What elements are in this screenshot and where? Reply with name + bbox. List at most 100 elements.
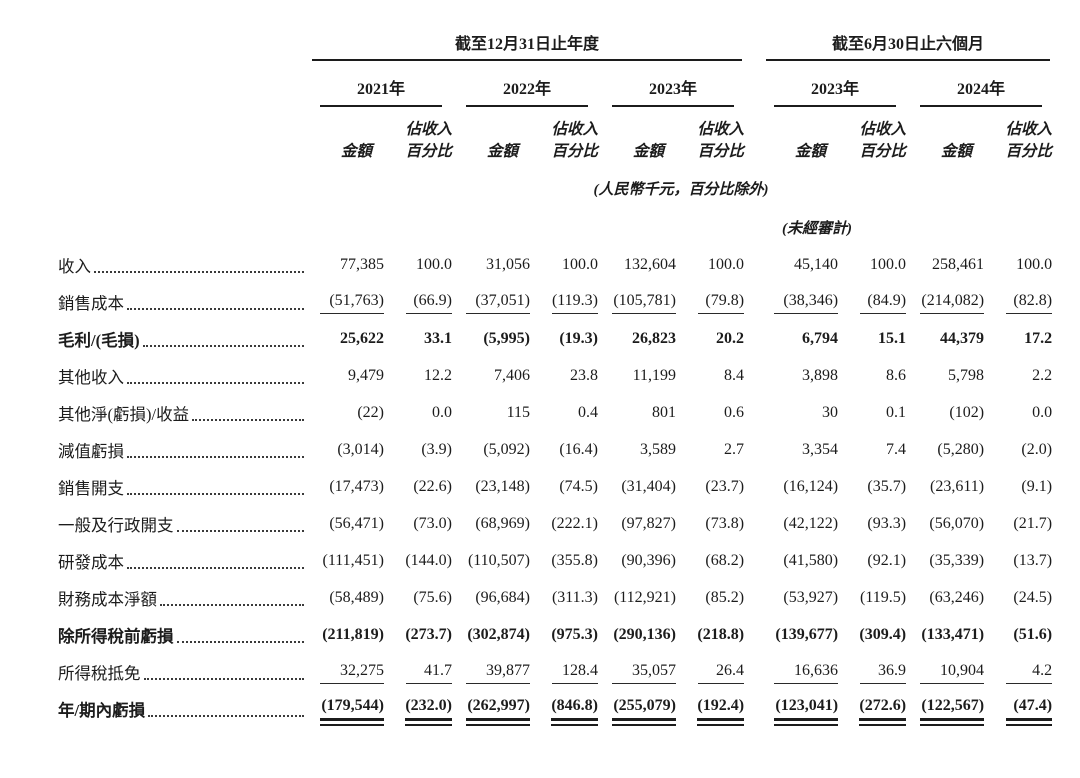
cell-value: (37,051) (454, 277, 532, 314)
cell-value: (255,079) (600, 684, 678, 731)
cell-value: (16,124) (783, 477, 839, 495)
subheader-pct: 佔收入 百分比 (1005, 121, 1053, 161)
column-gap (746, 499, 762, 536)
row-label-text: 除所得稅前虧損 (58, 626, 174, 646)
dot-leader (160, 603, 304, 606)
cell-value: (82.8) (986, 277, 1054, 314)
cell-value: (23.7) (705, 477, 745, 495)
period-header-annual: 截至12月31日止年度 (308, 30, 746, 61)
row-label-text: 減值虧損 (58, 441, 124, 461)
cell-value: 0.4 (578, 403, 598, 421)
subheader-row: 金額 佔收入 百分比 金額 佔收入 百分比 金額 佔收入 百分比 金額 佔收入 百分比 … (58, 107, 1054, 166)
subheader-amount: 金額 (941, 143, 973, 161)
cell-value: 0.0 (432, 403, 452, 421)
cell-value: (102) (949, 403, 985, 421)
row-label: 一般及行政開支 (58, 499, 308, 536)
cell-value: 100.0 (870, 255, 907, 273)
unaudited-note-cell: (未經審計) (762, 201, 908, 240)
dot-leader (192, 418, 304, 421)
year-header-2021: 2021年 (308, 61, 454, 107)
cell-value: 100.0 (1016, 255, 1053, 273)
cell-value: (90,396) (621, 551, 676, 569)
cell-value: 31,056 (486, 255, 530, 273)
header-gap (746, 61, 762, 107)
cell-value: (222.1) (551, 514, 598, 532)
cell-value: (3.9) (421, 440, 452, 458)
cell-value: (68,969) (475, 514, 530, 532)
cell-value: (21.7) (1013, 514, 1053, 532)
cell-value: (5,280) (937, 440, 985, 458)
cell-value: 2.2 (1032, 366, 1053, 384)
cell-value: 3,898 (802, 366, 839, 384)
header-empty-cell (58, 30, 308, 61)
row-label-text: 研發成本 (58, 552, 124, 572)
header-empty-cell (308, 201, 746, 240)
cell-value: 36.9 (840, 647, 908, 684)
header-empty-cell (58, 166, 308, 201)
table-row: 年/期內虧損 (179,544) (232.0) (262,997) (846.8) (2… (58, 684, 1054, 731)
cell-value: (92.1) (867, 551, 907, 569)
cell-value: (311.3) (551, 588, 598, 606)
unaudited-note-row: (未經審計) (58, 201, 1054, 240)
subheader-amount: 金額 (795, 143, 827, 161)
cell-value: (975.3) (551, 625, 598, 643)
dot-leader (127, 381, 304, 384)
financial-table: 截至12月31日止年度 截至6月30日止六個月 2021年 2022年 2023… (58, 30, 1054, 731)
cell-value: 44,379 (940, 329, 985, 347)
cell-value: (214,082) (908, 277, 986, 314)
cell-value: 9,479 (348, 366, 384, 384)
dot-leader (176, 640, 304, 643)
cell-value: (22.6) (413, 477, 452, 495)
cell-value: (17,473) (329, 477, 384, 495)
cell-value: (56,471) (329, 514, 384, 532)
cell-value: (35.7) (867, 477, 907, 495)
cell-value: (133,471) (921, 625, 985, 643)
column-gap (746, 573, 762, 610)
cell-value: (218.8) (697, 625, 745, 643)
dot-leader (94, 270, 304, 273)
cell-value: (58,489) (329, 588, 384, 606)
header-empty-cell (58, 61, 308, 107)
year-header-2023: 2023年 (600, 61, 746, 107)
table-row: 研發成本 (111,451) (144.0) (110,507) (355.8) (90,… (58, 536, 1054, 573)
cell-value: (31,404) (621, 477, 676, 495)
cell-value: (302,874) (467, 625, 530, 643)
currency-note-cell: (人民幣千元，百分比除外) (308, 166, 1054, 201)
cell-value: (75.6) (413, 588, 452, 606)
cell-value: 35,057 (600, 647, 678, 684)
table-row: 毛利/(毛損) 25,622 33.1 (5,995) (19.3) 26,823 20.2… (58, 314, 1054, 351)
column-gap (746, 351, 762, 388)
cell-value: (24.5) (1013, 588, 1053, 606)
row-label: 財務成本淨額 (58, 573, 308, 610)
cell-value: 10,904 (908, 647, 986, 684)
table-row: 其他收入 9,479 12.2 7,406 23.8 11,199 8.4 3,898 8.6 5… (58, 351, 1054, 388)
table-row: 一般及行政開支 (56,471) (73.0) (68,969) (222.1) (97,… (58, 499, 1054, 536)
year-header-2023-interim: 2023年 (762, 61, 908, 107)
period-header-interim: 截至6月30日止六個月 (762, 30, 1054, 61)
cell-value: 3,354 (802, 440, 839, 458)
cell-value: (3,014) (337, 440, 384, 458)
year-header-2022: 2022年 (454, 61, 600, 107)
column-gap (746, 240, 762, 277)
column-gap (746, 684, 762, 731)
period-title-interim: 截至6月30日止六個月 (766, 30, 1051, 61)
cell-value: 0.0 (1032, 403, 1053, 421)
cell-value: (74.5) (559, 477, 598, 495)
cell-value: (66.9) (386, 277, 454, 314)
cell-value: (22) (357, 403, 384, 421)
dot-leader (127, 307, 304, 310)
cell-value: 258,461 (932, 255, 985, 273)
row-label-text: 毛利/(毛損) (58, 330, 140, 350)
dot-leader (148, 714, 304, 717)
cell-value: (68.2) (705, 551, 745, 569)
cell-value: 12.2 (424, 366, 452, 384)
cell-value: (139,677) (775, 625, 839, 643)
cell-value: (179,544) (308, 684, 386, 731)
dot-leader (142, 344, 304, 347)
cell-value: 33.1 (424, 329, 452, 347)
cell-value: (93.3) (867, 514, 907, 532)
cell-value: 0.1 (886, 403, 907, 421)
column-gap (746, 462, 762, 499)
cell-value: (51,763) (308, 277, 386, 314)
cell-value: 5,798 (948, 366, 985, 384)
